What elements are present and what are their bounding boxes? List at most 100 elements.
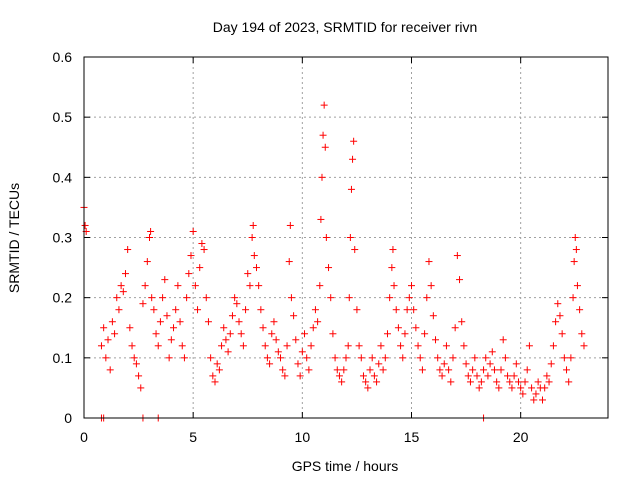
data-point <box>521 378 529 386</box>
data-point <box>462 360 470 368</box>
data-point <box>558 330 566 338</box>
x-tick-label: 0 <box>80 429 88 445</box>
y-tick-label: 0.3 <box>53 230 73 246</box>
x-tick-labels: 0 5 10 15 20 <box>80 429 529 445</box>
data-point <box>156 318 164 326</box>
data-point <box>576 306 584 314</box>
y-tick-label: 0 <box>64 410 72 426</box>
data-point <box>408 282 415 290</box>
data-point <box>255 282 263 290</box>
data-point <box>403 306 411 314</box>
data-point <box>104 336 112 344</box>
data-point <box>405 294 413 302</box>
data-point <box>274 348 282 356</box>
data-point <box>414 342 422 350</box>
data-point <box>549 342 557 350</box>
data-point <box>438 372 446 380</box>
data-point <box>510 372 518 380</box>
data-point <box>135 372 143 380</box>
data-point <box>285 258 293 266</box>
data-point <box>381 354 389 362</box>
data-point <box>573 282 581 290</box>
data-point <box>165 354 173 362</box>
data-point <box>519 390 527 398</box>
y-tick-label: 0.6 <box>53 49 73 65</box>
data-point <box>530 396 538 404</box>
data-point <box>319 131 327 139</box>
data-point <box>499 336 507 344</box>
data-point <box>176 318 184 326</box>
data-point <box>451 324 459 332</box>
data-point <box>442 342 450 350</box>
data-point <box>495 384 503 392</box>
data-point <box>235 318 243 326</box>
y-axis-label: SRMTID / TECUs <box>6 183 22 293</box>
data-point <box>554 300 562 308</box>
data-point <box>539 396 546 404</box>
data-point <box>388 264 396 272</box>
data-point <box>377 342 385 350</box>
data-point <box>250 252 258 260</box>
data-point <box>249 221 257 229</box>
data-point <box>331 354 339 362</box>
data-point <box>475 384 483 392</box>
data-point <box>347 185 355 193</box>
data-point <box>147 227 155 235</box>
data-point <box>477 378 485 386</box>
data-point <box>447 378 455 386</box>
data-point <box>154 342 162 350</box>
data-point <box>390 282 398 290</box>
data-point <box>220 324 228 332</box>
data-point <box>410 306 418 314</box>
data-point <box>359 372 367 380</box>
data-point <box>286 221 294 229</box>
data-point <box>261 342 269 350</box>
data-point <box>386 294 394 302</box>
data-point <box>180 354 188 362</box>
data-point <box>464 372 472 380</box>
data-point <box>292 336 300 344</box>
data-point <box>204 318 212 326</box>
data-point <box>130 354 138 362</box>
data-point <box>397 342 405 350</box>
data-point <box>228 312 236 320</box>
data-point <box>137 384 145 392</box>
data-point <box>305 366 313 374</box>
data-point <box>453 252 461 260</box>
data-point <box>81 221 89 229</box>
data-point <box>469 366 477 374</box>
data-point <box>126 324 134 332</box>
data-point <box>532 390 540 398</box>
data-point <box>161 276 169 284</box>
data-point <box>148 294 156 302</box>
data-point <box>317 215 325 223</box>
data-point <box>440 360 448 368</box>
data-point <box>416 354 424 362</box>
data-point <box>226 330 234 338</box>
data-point <box>368 354 376 362</box>
data-point <box>318 173 326 181</box>
data-point <box>209 372 217 380</box>
data-point <box>456 276 464 284</box>
data-point <box>303 354 311 362</box>
data-point <box>266 360 274 368</box>
data-point <box>338 378 346 386</box>
data-point <box>121 270 129 278</box>
data-point <box>97 342 105 350</box>
data-point <box>115 306 123 314</box>
data-point <box>501 354 509 362</box>
data-point <box>196 264 204 272</box>
data-point <box>432 336 440 344</box>
data-point <box>480 366 488 374</box>
data-point <box>207 354 215 362</box>
data-point <box>425 258 433 266</box>
data-point <box>259 324 267 332</box>
data-point <box>514 378 522 386</box>
data-point <box>571 234 579 241</box>
data-point <box>146 234 153 241</box>
data-point <box>362 378 370 386</box>
data-point <box>567 354 575 362</box>
data-point <box>124 246 132 254</box>
data-point <box>541 384 549 392</box>
data-point <box>290 312 298 320</box>
